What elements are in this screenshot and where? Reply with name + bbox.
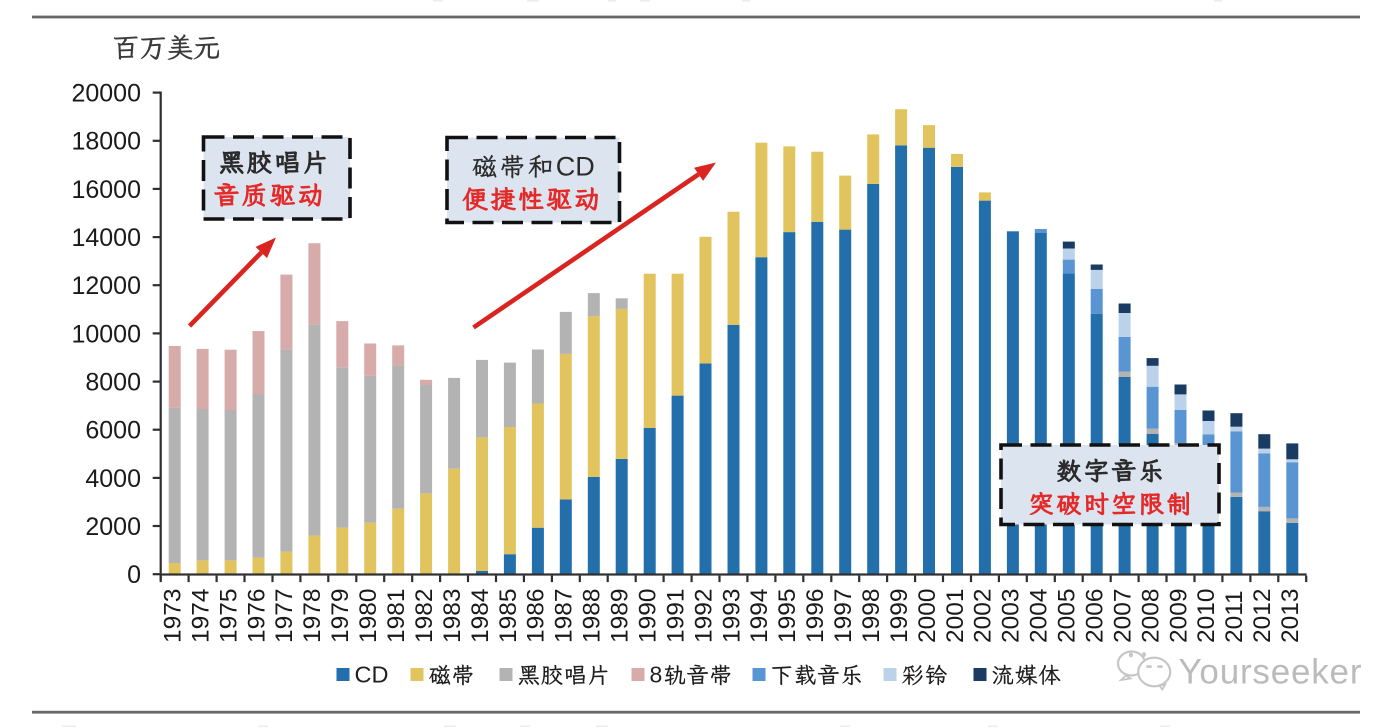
svg-text:4000: 4000 [85,465,141,493]
svg-text:1982: 1982 [411,588,438,643]
svg-text:1985: 1985 [495,588,522,643]
svg-text:18000: 18000 [71,128,141,156]
svg-text:1986: 1986 [523,588,550,643]
svg-text:8000: 8000 [85,369,141,397]
svg-text:8: 8 [650,662,663,688]
svg-text:0: 0 [127,561,141,589]
svg-text:1974: 1974 [187,588,214,643]
svg-text:1991: 1991 [662,588,689,643]
svg-text:2006: 2006 [1082,588,1109,643]
svg-text:12000: 12000 [71,272,141,300]
svg-text:2000: 2000 [914,588,941,643]
svg-text:10000: 10000 [71,320,141,348]
svg-text:2010: 2010 [1193,588,1220,643]
svg-text:20000: 20000 [71,80,141,108]
svg-text:1993: 1993 [718,588,745,643]
svg-text:1975: 1975 [215,588,242,643]
svg-text:1980: 1980 [355,588,382,643]
svg-text:1978: 1978 [299,588,326,643]
svg-text:CD: CD [355,662,389,688]
svg-text:1999: 1999 [886,588,913,643]
svg-text:2008: 2008 [1137,588,1164,643]
svg-text:2007: 2007 [1109,588,1136,643]
svg-text:1997: 1997 [830,588,857,643]
svg-text:2003: 2003 [998,588,1025,643]
svg-text:1981: 1981 [383,588,410,643]
svg-text:1994: 1994 [746,588,773,643]
svg-text:2011: 2011 [1221,590,1248,643]
svg-text:2012: 2012 [1249,588,1276,643]
svg-text:1977: 1977 [271,588,298,643]
svg-text:1995: 1995 [774,588,801,643]
svg-text:6000: 6000 [85,417,141,445]
svg-text:1998: 1998 [858,588,885,643]
svg-text:1976: 1976 [243,588,270,643]
svg-text:2005: 2005 [1054,588,1081,643]
svg-text:1996: 1996 [802,588,829,643]
svg-text:14000: 14000 [71,224,141,252]
svg-text:CD: CD [556,152,595,182]
svg-text:2009: 2009 [1165,588,1192,643]
svg-text:1983: 1983 [439,588,466,643]
svg-text:1987: 1987 [551,588,578,643]
svg-text:1979: 1979 [327,588,354,643]
svg-text:1992: 1992 [690,588,717,643]
svg-text:2001: 2001 [942,588,969,643]
svg-text:2002: 2002 [970,588,997,643]
svg-text:2004: 2004 [1026,588,1053,643]
svg-text:Yourseeker: Yourseeker [1179,653,1363,692]
svg-text:1990: 1990 [635,588,662,643]
svg-text:16000: 16000 [71,176,141,204]
svg-text:1989: 1989 [607,588,634,643]
svg-text:2000: 2000 [85,513,141,541]
svg-text:1984: 1984 [467,588,494,643]
svg-text:1988: 1988 [579,588,606,643]
svg-text:1973: 1973 [160,588,187,643]
svg-text:2013: 2013 [1277,588,1304,643]
